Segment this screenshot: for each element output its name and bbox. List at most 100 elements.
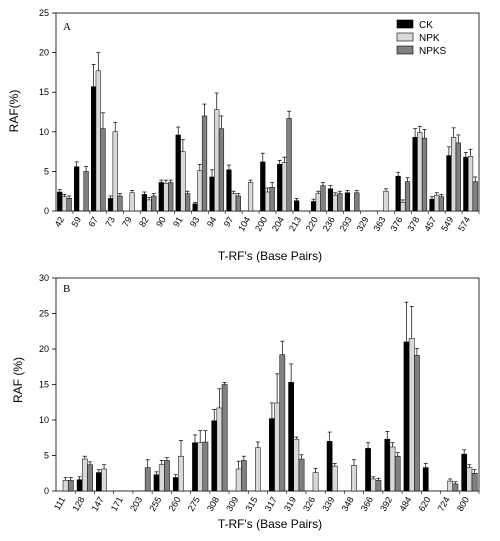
legend-swatch-npk <box>396 32 414 42</box>
bar-ck <box>107 198 114 212</box>
bar-npks <box>438 196 444 212</box>
bar-ck <box>141 194 147 212</box>
bar-npk <box>466 467 473 492</box>
bar-ck <box>175 134 181 212</box>
x-tick-label: 724 <box>436 495 452 513</box>
bar-npk <box>332 194 338 212</box>
x-tick-label: 97 <box>222 215 236 229</box>
bar-npk <box>447 480 454 492</box>
bar-npks <box>221 384 228 492</box>
bar-npk <box>451 137 457 212</box>
x-tick-label: 79 <box>120 215 134 229</box>
x-tick-label: 484 <box>397 495 413 513</box>
x-tick-label: 59 <box>69 215 83 229</box>
bar-npks <box>279 354 286 492</box>
x-tick-label: 147 <box>90 495 106 513</box>
bar-npk <box>62 480 69 492</box>
bar-npk <box>255 447 261 492</box>
bar-npk <box>417 132 423 212</box>
bar-npk <box>351 465 357 492</box>
bar-ck <box>76 479 83 492</box>
bar-npk <box>178 455 184 492</box>
bar-npk <box>264 191 271 212</box>
bar-npk <box>312 472 319 492</box>
x-tick-label: 82 <box>137 215 151 229</box>
bar-npks <box>185 193 191 212</box>
bar-ck <box>461 453 468 492</box>
bar-ck <box>269 418 275 492</box>
x-tick-label: 800 <box>455 495 471 513</box>
bar-ck <box>57 191 63 212</box>
bar-ck <box>192 442 198 492</box>
bar-ck <box>395 175 401 212</box>
bar-npk <box>101 468 107 492</box>
bar-ck <box>403 341 410 492</box>
bar-npks <box>337 193 343 212</box>
bar-npks <box>298 458 305 492</box>
bar-npks <box>83 171 89 212</box>
bar-npks <box>168 182 174 212</box>
bar-npk <box>247 182 254 212</box>
x-tick-label: 317 <box>263 495 279 513</box>
x-tick-label: 392 <box>378 495 394 513</box>
bar-npks <box>117 195 123 212</box>
x-tick-label: 91 <box>171 215 185 229</box>
bar-ck <box>429 198 435 212</box>
bar-npk <box>216 407 223 492</box>
panel-b-ylabel: RAF (%) <box>11 357 25 403</box>
x-tick-label: 203 <box>128 495 144 513</box>
x-tick-label: 260 <box>167 495 183 513</box>
legend-label-npk: NPK <box>419 33 440 44</box>
legend-swatch-ck <box>396 19 414 29</box>
x-tick-label: 204 <box>270 215 286 233</box>
bar-npk <box>434 194 440 212</box>
panel-b-letter: B <box>63 283 70 295</box>
x-tick-label: 104 <box>236 215 252 233</box>
x-tick-label: 348 <box>340 495 356 513</box>
y-tick-label: 30 <box>39 273 49 283</box>
y-tick-label: 5 <box>44 451 49 461</box>
bar-ck <box>211 420 218 492</box>
bar-ck <box>192 203 198 212</box>
x-tick-label: 308 <box>205 495 221 513</box>
bar-ck <box>260 161 266 212</box>
x-tick-label: 42 <box>53 215 67 229</box>
x-tick-label: 255 <box>147 495 163 513</box>
y-tick-label: 20 <box>39 48 49 58</box>
bar-ck <box>209 176 215 212</box>
x-tick-label: 378 <box>405 215 421 233</box>
bar-ck <box>226 169 232 212</box>
legend-label-npks: NPKS <box>419 46 447 57</box>
bar-ck <box>412 137 418 212</box>
y-tick-label: 25 <box>39 8 49 18</box>
bar-ck <box>446 155 452 212</box>
x-tick-label: 309 <box>224 495 240 513</box>
bar-npk <box>81 458 88 492</box>
bar-ck <box>158 182 164 212</box>
legend-swatch-npks <box>396 45 414 55</box>
bar-npks <box>414 355 420 492</box>
bar-ck <box>96 472 102 492</box>
bar-ck <box>344 192 350 212</box>
x-tick-label: 128 <box>70 495 86 513</box>
bar-ck <box>288 382 294 492</box>
bar-npks <box>269 186 275 212</box>
bar-npk <box>95 70 101 212</box>
bar-npk <box>235 468 242 492</box>
x-tick-label: 275 <box>186 495 202 513</box>
y-tick-label: 10 <box>39 415 49 425</box>
x-tick-label: 366 <box>359 495 375 513</box>
x-tick-label: 620 <box>416 495 432 513</box>
bar-npk <box>408 338 415 492</box>
bar-npk <box>197 170 203 212</box>
bar-npk <box>180 151 186 212</box>
bar-npk <box>467 156 474 212</box>
bar-ck <box>294 200 300 212</box>
bar-ck <box>384 438 391 492</box>
panel-a-xlabel: T-RF's (Base Pairs) <box>218 249 322 263</box>
x-tick-label: 73 <box>103 215 117 229</box>
x-tick-label: 339 <box>320 495 336 513</box>
bar-npks <box>354 192 360 212</box>
bar-npks <box>455 142 461 212</box>
x-tick-label: 574 <box>456 215 472 233</box>
